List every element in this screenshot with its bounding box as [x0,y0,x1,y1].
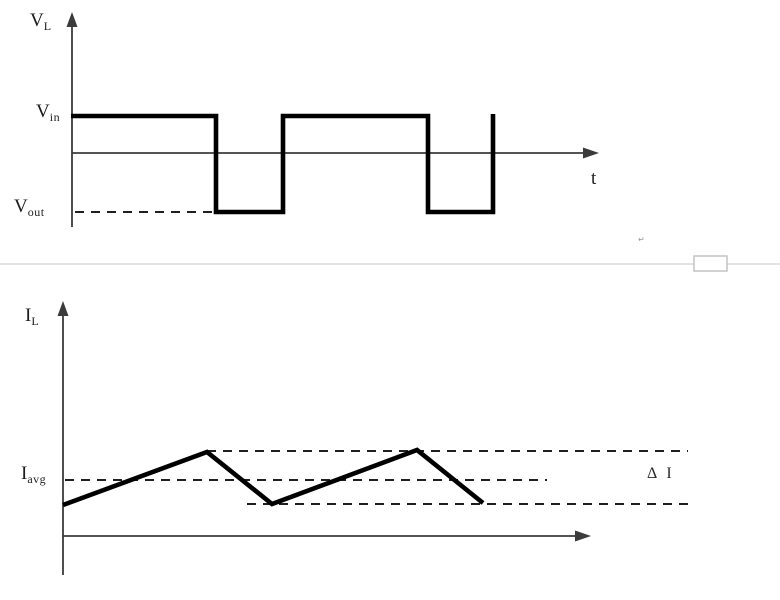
iavg-level-label-sub: avg [27,472,47,486]
top-x-axis-label: t [591,168,597,189]
top-y-axis-label: VL [30,11,52,32]
top-y-axis-label-sub: L [43,19,52,33]
vl-waveform-trace-VL [71,113,496,215]
bottom-y-axis-label-main: I [25,305,32,326]
iavg-level-label: Iavg [21,464,46,485]
vin-level-label-sub: in [49,110,61,124]
vout-level-label-sub: out [27,205,45,219]
vin-level-label: Vin [36,102,60,123]
resize-handle-artifact [693,255,728,272]
vl-waveform-y-axis-arrow-icon [66,12,78,27]
bottom-y-axis-label-sub: L [31,314,40,328]
paragraph-mark-artifact: ↵ [638,235,645,244]
il-waveform-y-axis-arrow-icon [57,301,69,316]
vl-waveform-x-axis-arrow-icon [583,147,599,159]
il-waveform-trace-IL [62,447,485,508]
vout-level-label-main: V [14,196,28,217]
vout-level-label: Vout [14,197,45,218]
il-waveform-x-axis-arrow-icon [575,530,591,542]
delta-i-ripple-label: Δ I [647,465,675,482]
bottom-y-axis-label: IL [25,306,39,327]
iavg-level-label-main: I [21,463,28,484]
vin-level-label-main: V [36,101,50,122]
top-y-axis-label-main: V [30,10,44,31]
